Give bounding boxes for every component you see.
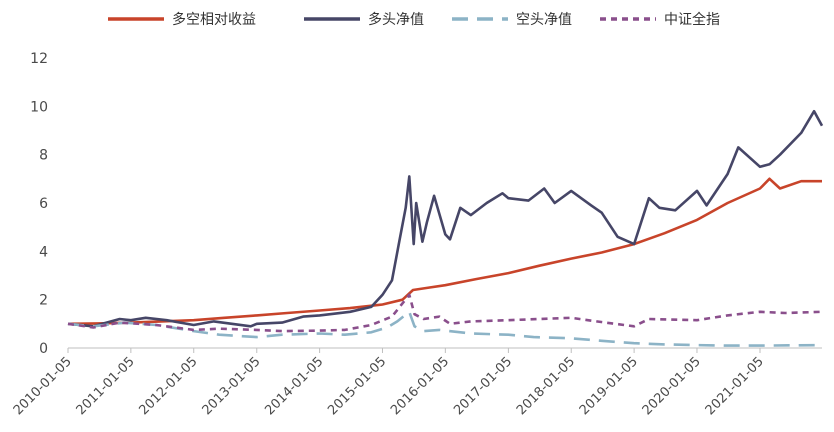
legend-label-1: 多空相对收益 [172, 11, 256, 28]
x-tick-label: 2015-01-05 [325, 354, 389, 418]
x-tick-label: 2010-01-05 [11, 354, 75, 418]
x-tick-label: 2012-01-05 [137, 354, 201, 418]
series-line-3 [67, 310, 823, 347]
x-tick-label: 2014-01-05 [262, 354, 326, 418]
legend: 多空相对收益 多头净值 空头净值 中证全指 [108, 11, 720, 28]
series-line-2 [67, 109, 824, 328]
x-tick-label: 2021-01-05 [703, 354, 767, 418]
plot-area [67, 109, 824, 347]
x-axis: 2010-01-052011-01-052012-01-052013-01-05… [11, 347, 822, 418]
x-tick-label: 2013-01-05 [200, 354, 264, 418]
y-tick-label: 8 [39, 148, 48, 164]
legend-label-2: 多头净值 [368, 11, 424, 28]
series-line-1 [67, 177, 822, 326]
legend-label-4: 中证全指 [664, 11, 720, 28]
y-tick-label: 4 [39, 244, 48, 260]
y-axis: 0 2 4 6 8 10 12 [30, 51, 48, 357]
y-tick-label: 12 [30, 51, 48, 67]
x-tick-label: 2019-01-05 [577, 354, 641, 418]
x-tick-label: 2017-01-05 [451, 354, 515, 418]
x-tick-label: 2016-01-05 [388, 354, 452, 418]
legend-label-3: 空头净值 [516, 12, 572, 28]
y-tick-label: 6 [39, 196, 48, 212]
series-line-4 [67, 293, 823, 333]
x-tick-label: 2020-01-05 [640, 354, 704, 418]
x-tick-label: 2011-01-05 [74, 354, 138, 418]
y-tick-label: 10 [30, 99, 48, 115]
y-tick-label: 0 [39, 341, 48, 357]
y-tick-label: 2 [39, 293, 48, 309]
x-tick-label: 2018-01-05 [514, 354, 578, 418]
